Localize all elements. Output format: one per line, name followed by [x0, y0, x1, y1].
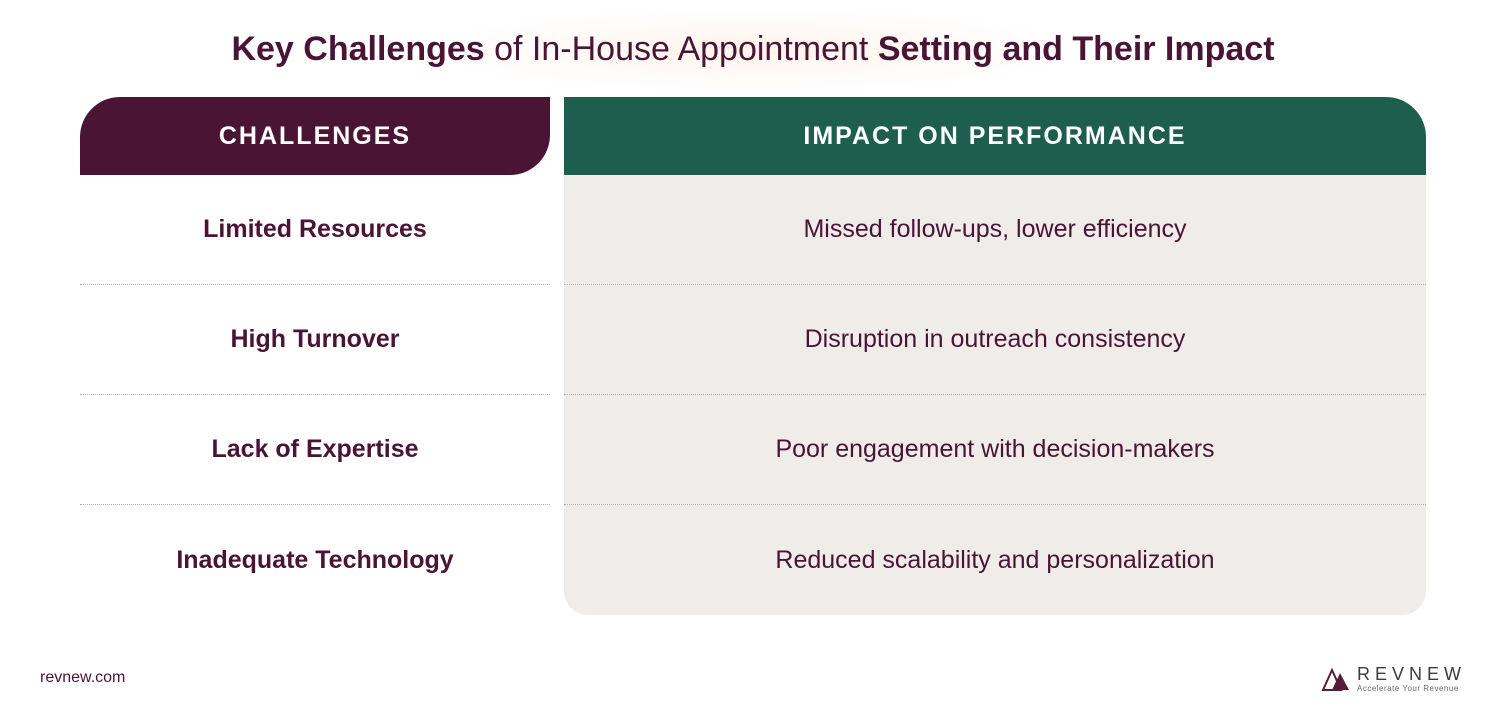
- challenges-table: CHALLENGES Limited Resources High Turnov…: [80, 97, 1426, 615]
- logo-text: REVNEW Accelerate Your Revenue: [1357, 665, 1466, 693]
- table-row: High Turnover: [80, 285, 550, 395]
- challenges-header: CHALLENGES: [80, 97, 550, 175]
- table-row: Missed follow-ups, lower efficiency: [564, 175, 1426, 285]
- page-title: Key Challenges of In-House Appointment S…: [60, 30, 1446, 69]
- title-part2: of In-House Appointment: [485, 30, 878, 68]
- title-part1: Key Challenges: [231, 30, 484, 68]
- brand-logo: REVNEW Accelerate Your Revenue: [1321, 665, 1466, 693]
- footer-url: revnew.com: [40, 669, 125, 687]
- logo-mark-icon: [1321, 666, 1351, 692]
- table-row: Lack of Expertise: [80, 395, 550, 505]
- logo-tagline: Accelerate Your Revenue: [1357, 685, 1466, 693]
- table-row: Reduced scalability and personalization: [564, 505, 1426, 615]
- table-row: Poor engagement with decision-makers: [564, 395, 1426, 505]
- impact-header: IMPACT ON PERFORMANCE: [564, 97, 1426, 175]
- impact-column: IMPACT ON PERFORMANCE Missed follow-ups,…: [564, 97, 1426, 615]
- table-row: Disruption in outreach consistency: [564, 285, 1426, 395]
- table-row: Inadequate Technology: [80, 505, 550, 615]
- challenges-body: Limited Resources High Turnover Lack of …: [80, 175, 550, 615]
- impact-body: Missed follow-ups, lower efficiency Disr…: [564, 175, 1426, 615]
- challenges-column: CHALLENGES Limited Resources High Turnov…: [80, 97, 550, 615]
- title-part3: Setting and Their Impact: [878, 30, 1275, 68]
- logo-name: REVNEW: [1357, 665, 1466, 683]
- table-row: Limited Resources: [80, 175, 550, 285]
